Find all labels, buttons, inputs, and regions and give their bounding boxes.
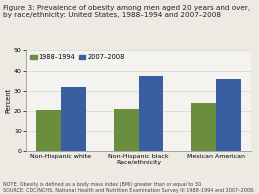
Bar <box>216 79 241 151</box>
Bar <box>114 109 139 151</box>
Y-axis label: Percent: Percent <box>5 88 11 113</box>
Bar <box>191 103 216 151</box>
Bar <box>61 87 86 151</box>
Bar <box>36 110 61 151</box>
Text: Figure 3: Prevalence of obesity among men aged 20 years and over,
by race/ethnic: Figure 3: Prevalence of obesity among me… <box>3 5 250 18</box>
Bar <box>139 76 163 151</box>
Legend: 1988–1994, 2007–2008: 1988–1994, 2007–2008 <box>29 54 125 61</box>
Text: NOTE: Obesity is defined as a body mass index (BMI) greater than or equal to 30.: NOTE: Obesity is defined as a body mass … <box>3 182 254 193</box>
